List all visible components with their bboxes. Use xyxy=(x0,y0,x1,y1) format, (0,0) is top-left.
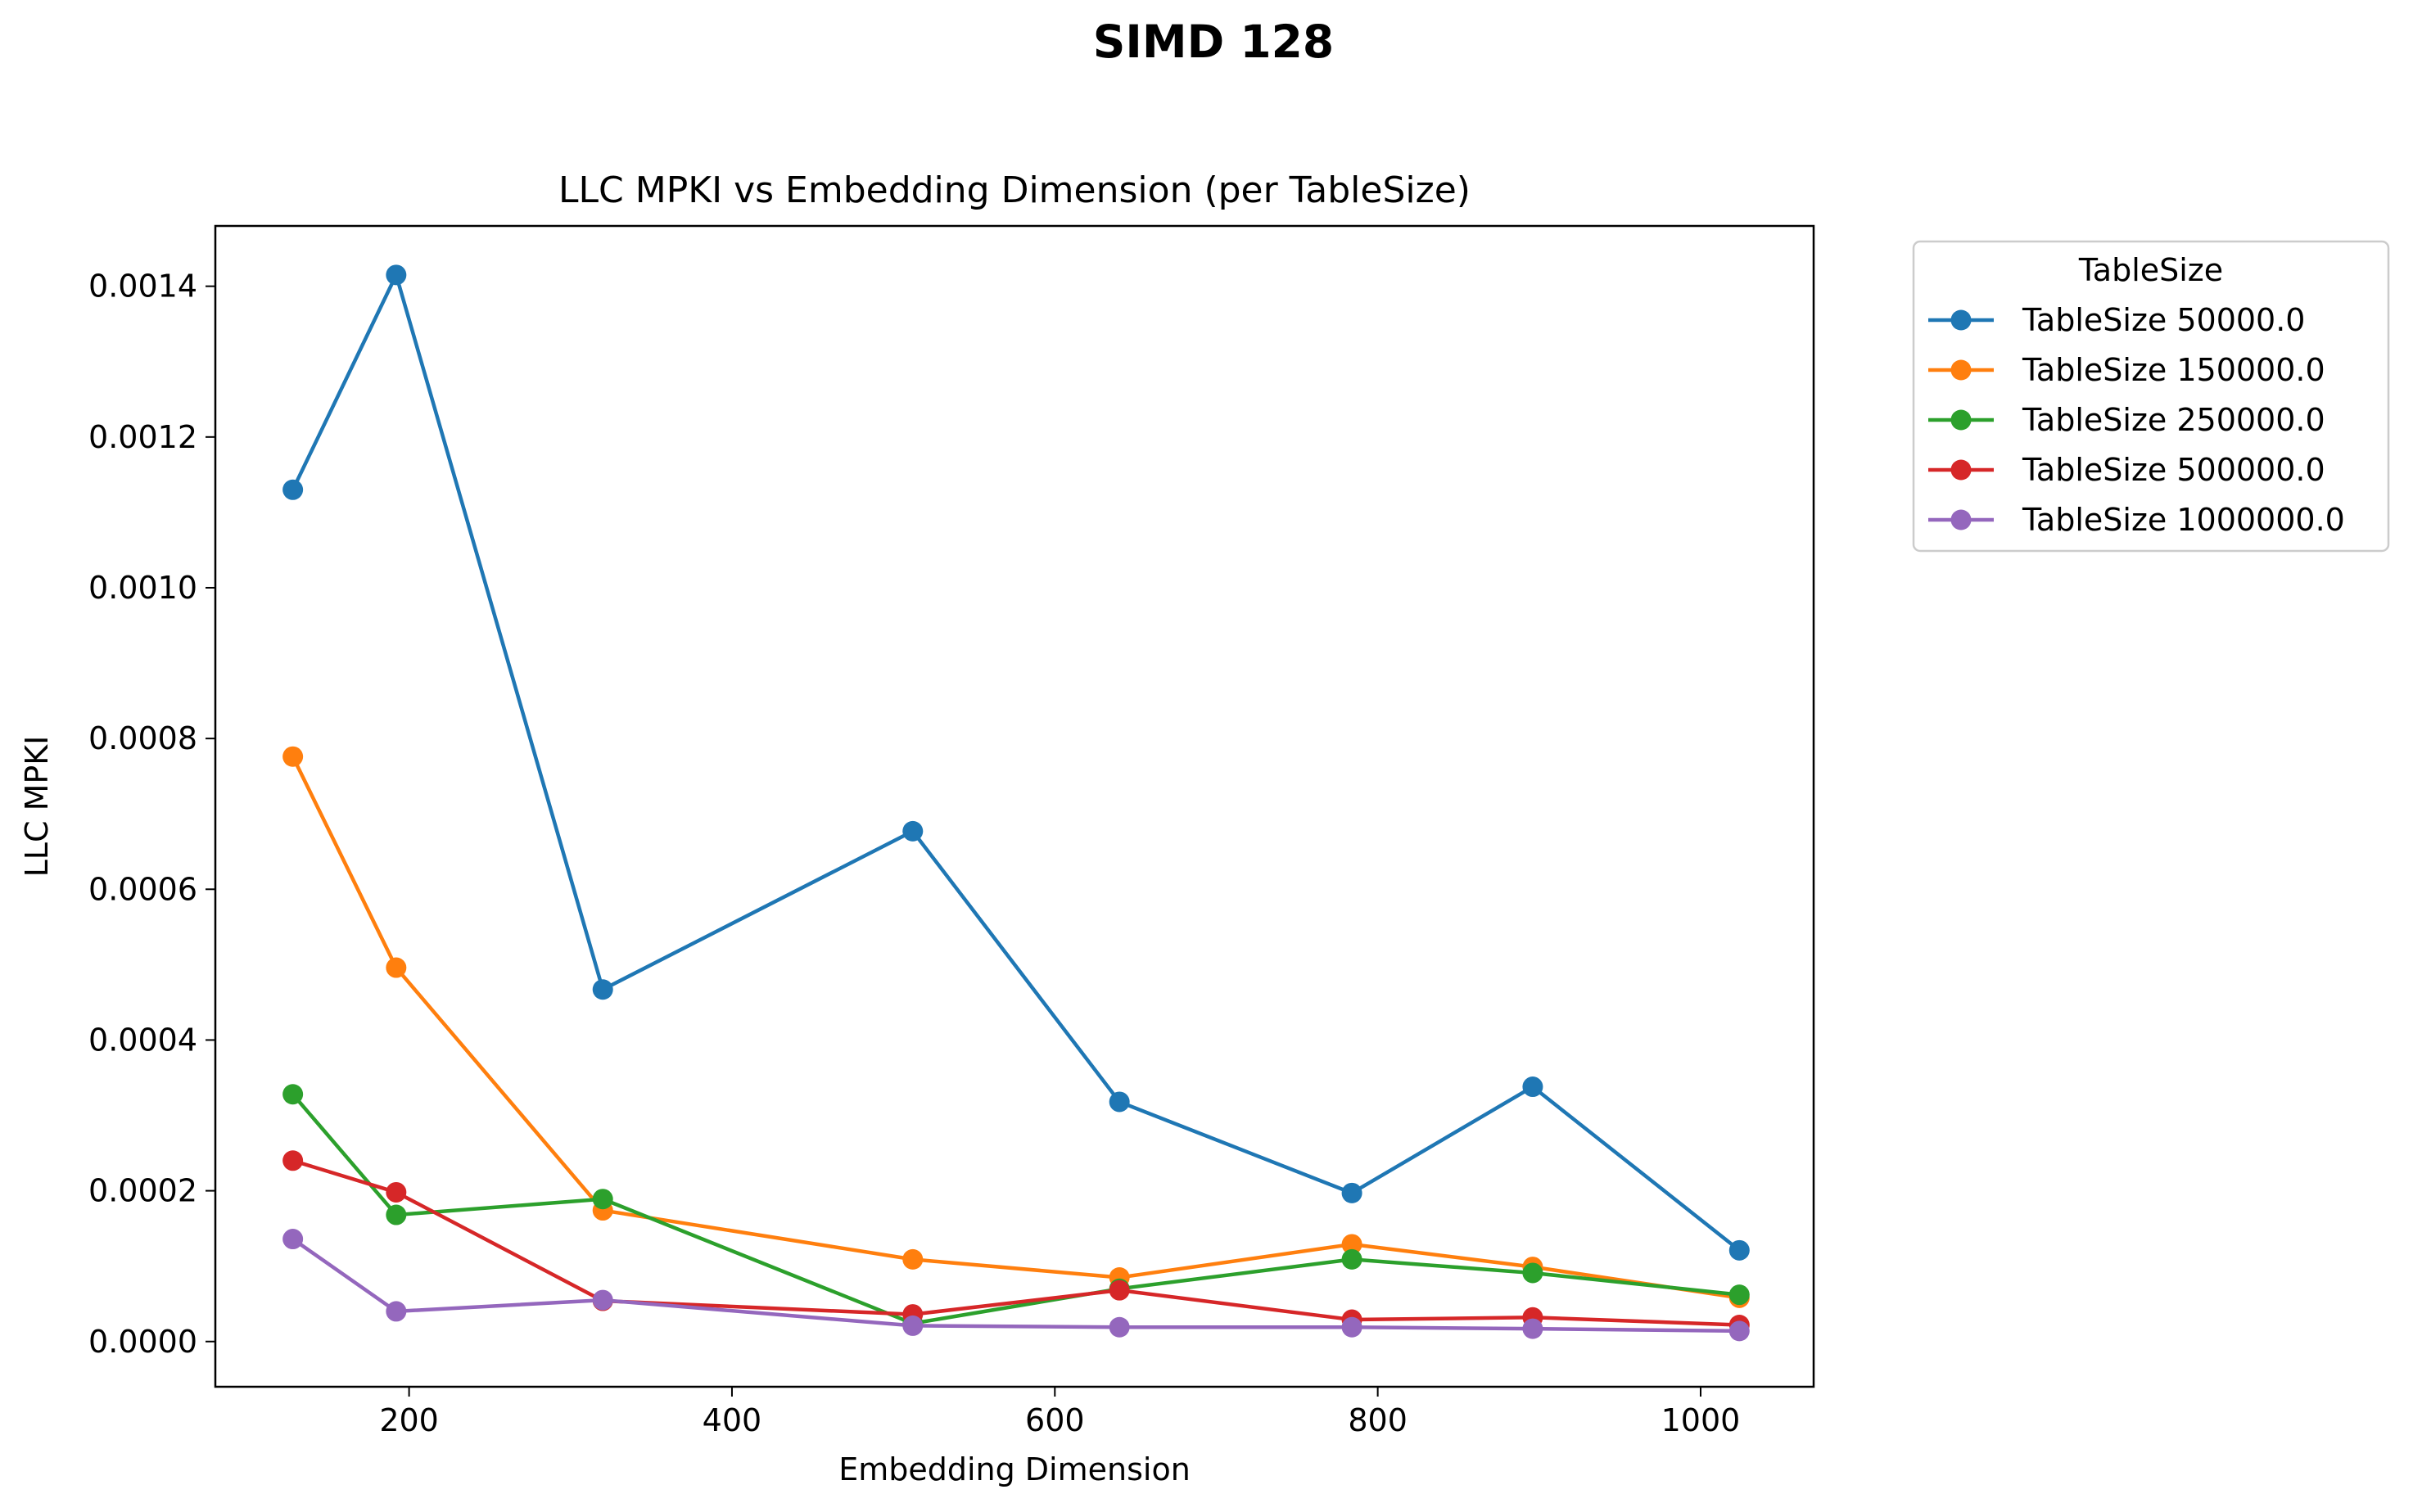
legend-label: TableSize 250000.0 xyxy=(2022,402,2325,438)
y-tick-label: 0.0002 xyxy=(88,1173,197,1209)
data-point xyxy=(1522,1318,1543,1339)
data-point xyxy=(1341,1182,1362,1203)
series-1 xyxy=(282,264,1750,1261)
data-point xyxy=(282,479,304,500)
plot-series xyxy=(282,264,1750,1342)
data-point xyxy=(592,1189,613,1210)
data-point xyxy=(592,979,613,1000)
chart-title: LLC MPKI vs Embedding Dimension (per Tab… xyxy=(558,169,1471,211)
data-point xyxy=(1341,1316,1362,1338)
data-point xyxy=(592,1289,613,1311)
legend-box xyxy=(1912,240,2390,553)
data-point xyxy=(282,1084,304,1105)
legend-label: TableSize 500000.0 xyxy=(2022,452,2325,488)
data-point xyxy=(1728,1239,1750,1261)
data-point xyxy=(1522,1262,1543,1284)
figure-suptitle: SIMD 128 xyxy=(1093,16,1334,68)
legend-swatch-marker xyxy=(1950,459,1972,481)
x-tick-label: 1000 xyxy=(1661,1402,1741,1438)
x-tick-label: 800 xyxy=(1348,1402,1408,1438)
legend-label: TableSize 50000.0 xyxy=(2022,302,2306,338)
legend-swatch-marker xyxy=(1950,359,1972,381)
data-point xyxy=(282,1229,304,1250)
y-tick-label: 0.0012 xyxy=(88,419,197,455)
data-point xyxy=(902,820,924,842)
legend: TableSize TableSize 50000.0 TableSize 150… xyxy=(1912,240,2390,553)
x-tick-label: 600 xyxy=(1025,1402,1085,1438)
plot-frame xyxy=(214,224,1815,1388)
legend-label: TableSize 150000.0 xyxy=(2022,352,2325,388)
data-point xyxy=(1341,1248,1362,1270)
data-point xyxy=(1109,1280,1130,1301)
x-tick-label: 400 xyxy=(703,1402,762,1438)
series-line xyxy=(290,273,1742,1253)
legend-swatch-marker xyxy=(1950,509,1972,530)
data-point xyxy=(386,1204,407,1225)
data-point xyxy=(386,264,407,286)
data-point xyxy=(1522,1076,1543,1098)
legend-item: TableSize 500000.0 xyxy=(1928,452,2325,488)
data-point xyxy=(1109,1091,1130,1113)
x-tick-label: 200 xyxy=(379,1402,439,1438)
legend-item: TableSize 1000000.0 xyxy=(1928,502,2345,538)
data-point xyxy=(386,957,407,978)
legend-swatch-marker xyxy=(1950,409,1972,431)
data-point xyxy=(282,746,304,767)
y-tick-label: 0.0008 xyxy=(88,720,197,756)
y-tick-label: 0.0004 xyxy=(88,1022,197,1058)
data-point xyxy=(1728,1320,1750,1342)
legend-item: TableSize 150000.0 xyxy=(1928,352,2325,388)
data-point xyxy=(902,1315,924,1336)
y-tick-label: 0.0014 xyxy=(88,269,197,305)
series-line xyxy=(290,1158,1742,1327)
y-tick-label: 0.0010 xyxy=(88,570,197,606)
series-line xyxy=(290,754,1742,1300)
y-tick-label: 0.0006 xyxy=(88,871,197,907)
y-tick-label: 0.0000 xyxy=(88,1324,197,1360)
data-point xyxy=(1109,1316,1130,1338)
data-point xyxy=(386,1181,407,1203)
data-point xyxy=(1728,1284,1750,1306)
series-line xyxy=(290,1236,1742,1334)
legend-label: TableSize 1000000.0 xyxy=(2022,502,2345,538)
data-point xyxy=(386,1301,407,1322)
axes: 200 400 600 800 1000 0.0000 0.0002 0.0004 0.0006… xyxy=(88,269,1740,1438)
legend-title: TableSize xyxy=(2078,252,2223,288)
legend-item: TableSize 250000.0 xyxy=(1928,402,2325,438)
data-point xyxy=(1341,1234,1362,1255)
data-point xyxy=(902,1248,924,1270)
series-5 xyxy=(282,1229,1750,1342)
y-axis-label: LLC MPKI xyxy=(19,736,55,878)
legend-swatch-marker xyxy=(1950,309,1972,331)
data-point xyxy=(282,1150,304,1171)
legend-item: TableSize 50000.0 xyxy=(1928,302,2306,338)
x-axis-label: Embedding Dimension xyxy=(838,1451,1191,1487)
